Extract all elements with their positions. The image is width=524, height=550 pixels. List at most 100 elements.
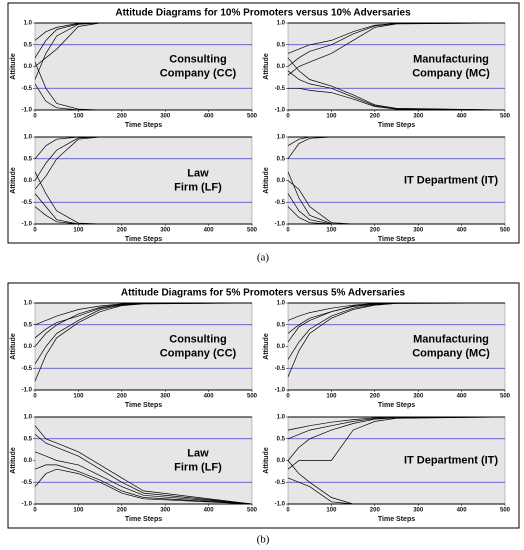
x-tick-label: 400 [204,508,215,514]
x-tick-label: 200 [117,228,128,234]
x-tick-label: 500 [247,394,258,400]
x-tick-label: 400 [457,394,468,400]
y-tick-label: -0.5 [22,86,33,92]
panel-caption: (b) [257,534,270,546]
subplot-annotation: Company (MC) [412,67,490,79]
subplot-annotation: Firm (LF) [174,181,222,193]
y-tick-label: -0.5 [275,366,286,372]
plot-area [287,22,506,111]
x-tick-label: 300 [413,394,424,400]
trajectory [287,180,505,225]
subplot-annotation: Consulting [169,333,226,345]
x-tick-label: 300 [160,394,171,400]
subplot: -1.0 -0.5 0.0 0.5 1.0 0 100 200 300 400 500 Time St… [10,21,258,129]
x-tick-label: 0 [286,394,290,400]
y-tick-label: -1.0 [22,388,33,394]
x-tick-label: 200 [370,114,381,120]
subplot-annotation: Manufacturing [413,333,489,345]
trajectory [34,206,252,225]
subplot-annotation: Company (CC) [160,67,237,79]
subplot: -1.0 -0.5 0.0 0.5 1.0 0 100 200 300 400 500 Time St… [263,415,511,523]
x-tick-label: 200 [370,394,381,400]
trajectory [287,70,506,111]
y-tick-label: 1.0 [24,135,33,141]
y-tick-label: 0.5 [24,322,33,328]
subplot-annotation: Law [187,447,209,459]
x-tick-label: 400 [204,228,215,234]
x-tick-label: 400 [457,228,468,234]
y-tick-label: 0.0 [277,64,286,70]
y-axis-label: Attitude [10,333,17,360]
y-tick-label: 1.0 [24,415,33,421]
x-tick-label: 0 [33,394,37,400]
y-tick-label: 0.0 [24,458,33,464]
x-tick-label: 0 [33,508,37,514]
x-tick-label: 100 [326,508,337,514]
trajectory [287,57,506,111]
y-axis-label: Attitude [263,447,270,474]
x-tick-label: 200 [370,228,381,234]
x-tick-label: 500 [500,508,511,514]
subplot-annotation: IT Department (IT) [404,174,498,186]
panel-title: Attitude Diagrams for 5% Promoters versu… [121,288,406,299]
x-tick-label: 200 [370,508,381,514]
x-tick-label: 300 [160,114,171,120]
y-tick-label: 0.5 [277,156,286,162]
x-axis-label: Time Steps [378,236,415,243]
panel-border [7,282,520,529]
x-tick-label: 0 [286,114,290,120]
x-tick-label: 300 [413,508,424,514]
trajectory [287,22,506,67]
subplot: -1.0 -0.5 0.0 0.5 1.0 0 100 200 300 400 500 Time St… [10,301,258,409]
y-tick-label: -1.0 [275,388,286,394]
subplot-annotation: IT Department (IT) [404,454,498,466]
y-tick-label: 0.0 [24,344,33,350]
trajectory [34,22,252,67]
x-tick-label: 0 [33,114,37,120]
y-tick-label: -0.5 [22,200,33,206]
x-axis-label: Time Steps [125,236,162,243]
x-tick-label: 300 [413,228,424,234]
y-tick-label: 0.5 [277,42,286,48]
trajectory [34,302,253,339]
trajectory [34,302,253,382]
x-tick-label: 300 [160,508,171,514]
x-tick-label: 100 [326,114,337,120]
y-tick-label: -0.5 [22,366,33,372]
y-tick-label: 0.5 [277,436,286,442]
y-tick-label: -0.5 [275,86,286,92]
y-tick-label: 0.0 [277,344,286,350]
trajectory [287,22,506,76]
y-tick-label: -0.5 [275,200,286,206]
y-tick-label: -1.0 [22,108,33,114]
y-tick-label: 0.0 [24,64,33,70]
x-tick-label: 100 [326,394,337,400]
trajectory [287,416,506,461]
subplot: -1.0 -0.5 0.0 0.5 1.0 0 100 200 300 400 500 Time St… [263,301,511,409]
x-tick-label: 200 [117,114,128,120]
subplot-annotation: Law [187,167,209,179]
y-axis-label: Attitude [263,167,270,194]
x-tick-label: 400 [457,508,468,514]
trajectory [287,460,505,505]
x-tick-label: 300 [160,228,171,234]
x-tick-label: 400 [204,394,215,400]
y-tick-label: -1.0 [275,108,286,114]
trajectory [34,434,253,505]
x-axis-label: Time Steps [378,402,415,409]
plot-area [34,416,253,505]
y-tick-label: 0.0 [277,178,286,184]
x-tick-label: 400 [204,114,215,120]
x-tick-label: 500 [500,394,511,400]
x-tick-label: 500 [247,508,258,514]
y-tick-label: 0.5 [24,156,33,162]
y-tick-label: 0.0 [277,458,286,464]
y-tick-label: -1.0 [22,502,33,508]
x-tick-label: 100 [73,394,84,400]
y-axis-label: Attitude [10,447,17,474]
trajectory [287,416,505,431]
x-tick-label: 500 [247,228,258,234]
y-tick-label: 1.0 [277,301,286,307]
plot-area [287,136,506,225]
